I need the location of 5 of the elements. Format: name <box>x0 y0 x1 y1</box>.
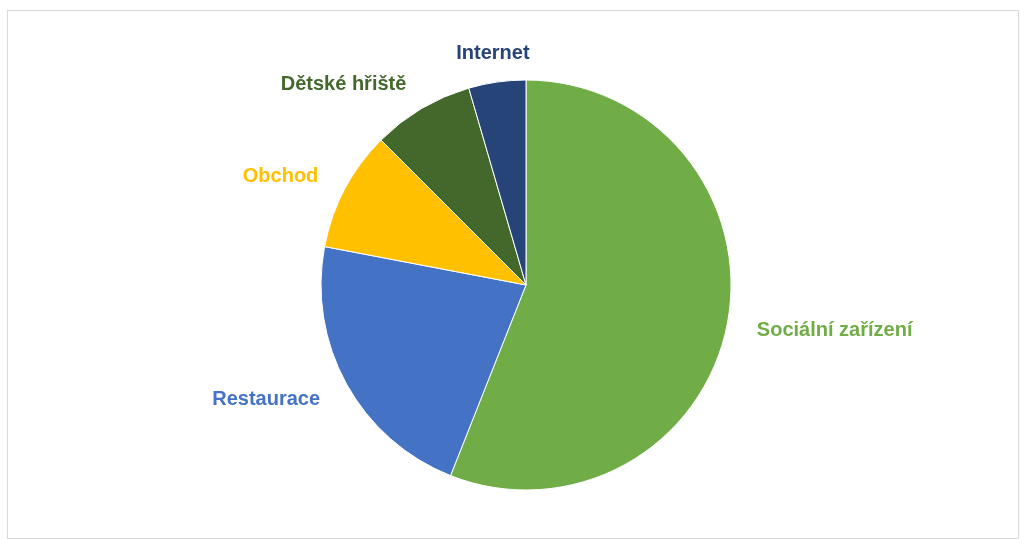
slice-label: Sociální zařízení <box>756 318 914 341</box>
slice-label: Restaurace <box>212 387 321 410</box>
slice-label: Internet <box>456 41 530 64</box>
slice-label: Obchod <box>242 164 319 187</box>
slice-label: Dětské hřiště <box>280 71 407 94</box>
